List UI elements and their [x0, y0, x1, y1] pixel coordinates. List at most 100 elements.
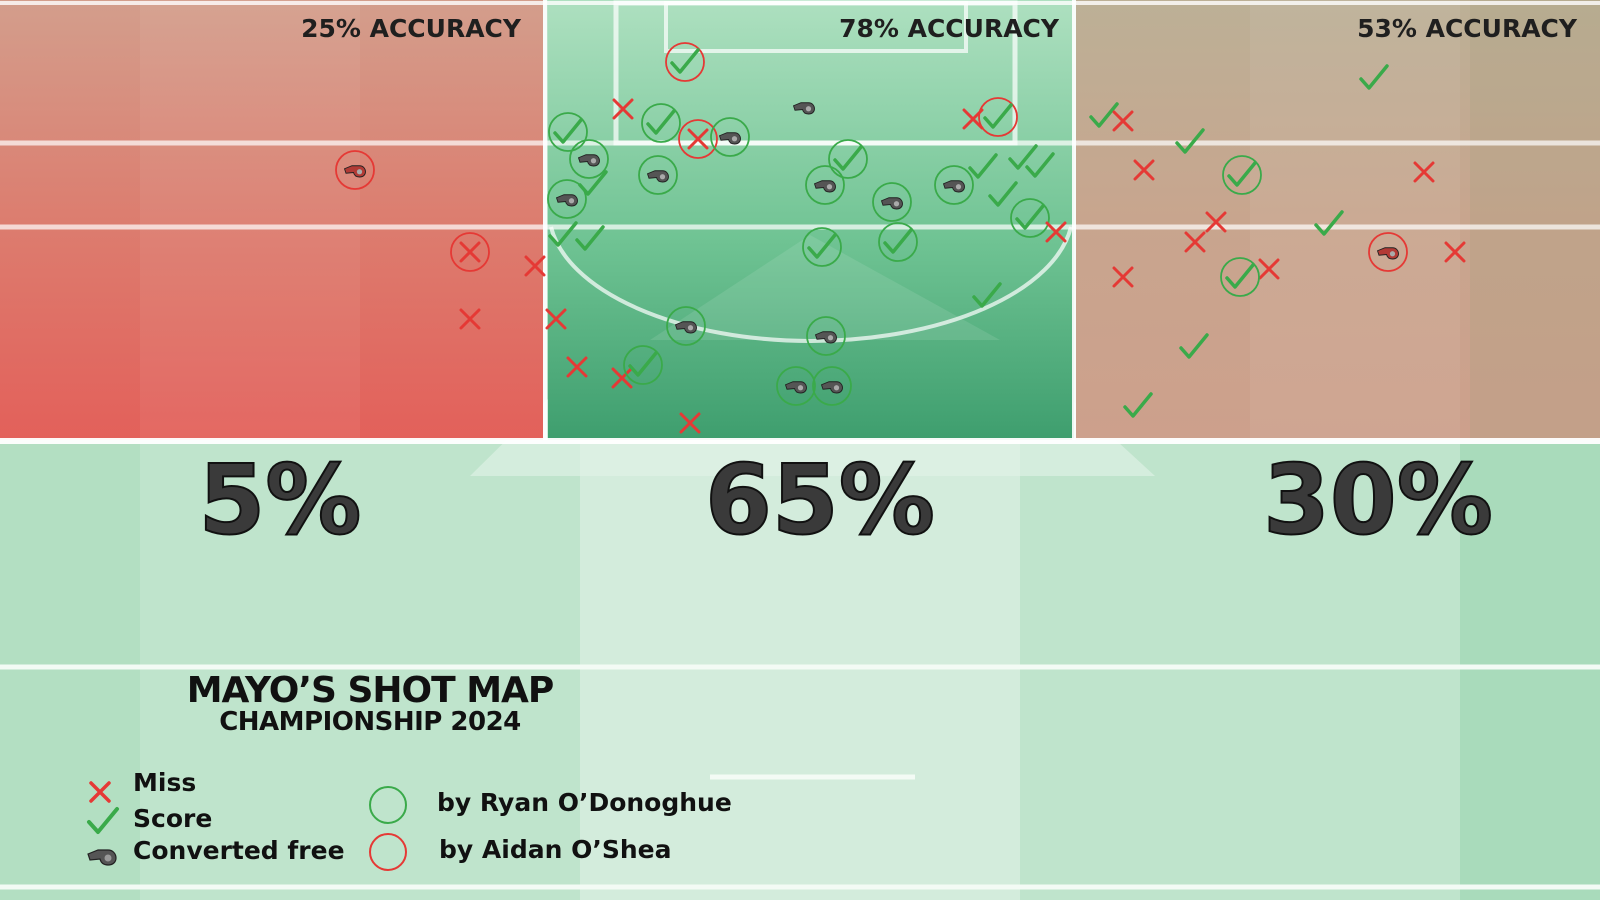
- shot-score: [1123, 392, 1153, 418]
- check-icon: [1314, 210, 1344, 236]
- shot-score: [1359, 64, 1389, 90]
- whistle-icon: [880, 197, 903, 210]
- green-ring-icon: [1222, 155, 1262, 195]
- red-ring-icon: [1368, 232, 1408, 272]
- shot-score-ryan: [878, 222, 918, 262]
- green-ring-icon: [805, 165, 845, 205]
- cross-icon: [1112, 266, 1134, 288]
- check-icon: [968, 153, 998, 179]
- cross-icon: [687, 128, 709, 150]
- cross-icon: [1258, 258, 1280, 280]
- cross-icon: [89, 781, 111, 803]
- shot-free-ryan: [638, 155, 678, 195]
- cross-icon: [1184, 231, 1206, 253]
- whistle-icon: [813, 180, 836, 193]
- red-ring-icon: [678, 119, 718, 159]
- green-ring-icon: [641, 103, 681, 143]
- shot-score: [972, 282, 1002, 308]
- check-icon: [883, 228, 913, 254]
- cross-icon: [611, 367, 633, 389]
- check-icon: [575, 225, 605, 251]
- shot-miss: [459, 308, 481, 330]
- check-icon: [553, 118, 583, 144]
- shot-score-ryan: [828, 139, 868, 179]
- whistle-icon: [792, 102, 815, 115]
- shot-free-aidan: [335, 150, 375, 190]
- green-ring-icon: [878, 222, 918, 262]
- accuracy-label-center: 78% ACCURACY: [839, 14, 1060, 43]
- green-ring-icon: [812, 366, 852, 406]
- cross-icon: [612, 98, 634, 120]
- shot-miss: [545, 308, 567, 330]
- shot-miss: [1112, 110, 1134, 132]
- shot-score-ryan: [1222, 155, 1262, 195]
- check-icon: [1089, 102, 1119, 128]
- green-ring-icon: [666, 306, 706, 346]
- green-ring-icon: [547, 179, 587, 219]
- whistle-icon: [555, 194, 578, 207]
- shot-free-ryan: [872, 182, 912, 222]
- shot-score-ryan: [1010, 198, 1050, 238]
- share-label-right: 30%: [1263, 444, 1493, 556]
- shot-free-ryan: [805, 165, 845, 205]
- cross-icon: [1444, 241, 1466, 263]
- shot-miss: [1444, 241, 1466, 263]
- check-icon: [1015, 204, 1045, 230]
- whistle-icon: [87, 849, 117, 866]
- legend-score: Score: [133, 804, 213, 833]
- shot-score: [548, 221, 578, 247]
- chart-subtitle: CHAMPIONSHIP 2024: [219, 707, 521, 737]
- green-ring-icon: [828, 139, 868, 179]
- shot-free-ryan: [934, 165, 974, 205]
- red-ring-icon: [450, 232, 490, 272]
- whistle-icon: [820, 381, 843, 394]
- shot-score-ryan: [802, 227, 842, 267]
- shot-miss: [612, 98, 634, 120]
- legend-aidan: by Aidan O’Shea: [439, 835, 672, 864]
- shot-miss: [1413, 161, 1435, 183]
- shot-free: [792, 102, 815, 115]
- shot-score: [575, 225, 605, 251]
- cross-icon: [459, 241, 481, 263]
- check-icon: [1025, 152, 1055, 178]
- red-ring-icon: [335, 150, 375, 190]
- cross-icon: [1045, 221, 1067, 243]
- zone-left: [0, 0, 543, 440]
- legend-miss: Miss: [133, 768, 197, 797]
- green-ring-icon: [548, 112, 588, 152]
- check-icon: [628, 351, 658, 377]
- cross-icon: [566, 356, 588, 378]
- shot-free-ryan: [666, 306, 706, 346]
- cross-icon: [679, 412, 701, 434]
- green-ring-icon: [623, 345, 663, 385]
- check-icon: [1179, 333, 1209, 359]
- cross-icon: [459, 308, 481, 330]
- check-icon: [988, 181, 1018, 207]
- green-ring-icon: [1220, 257, 1260, 297]
- cross-icon: [545, 308, 567, 330]
- shot-score: [988, 181, 1018, 207]
- green-ring-icon: [369, 786, 407, 824]
- whistle-icon: [718, 132, 741, 145]
- whistle-icon: [646, 170, 669, 183]
- shot-miss: [1258, 258, 1280, 280]
- check-icon: [1008, 144, 1038, 170]
- check-icon: [983, 103, 1013, 129]
- shot-miss: [679, 412, 701, 434]
- check-icon: [1359, 64, 1389, 90]
- share-label-left: 5%: [199, 444, 362, 556]
- whistle-icon: [1376, 247, 1399, 260]
- share-label-center: 65%: [705, 444, 935, 556]
- shot-miss-aidan: [450, 232, 490, 272]
- check-icon: [833, 145, 863, 171]
- legend-converted-free: Converted free: [133, 836, 345, 865]
- cross-icon: [524, 255, 546, 277]
- shot-score-aidan: [665, 42, 705, 82]
- red-ring-icon: [665, 42, 705, 82]
- shot-score: [1175, 128, 1205, 154]
- shot-score: [1025, 152, 1055, 178]
- cross-icon: [1133, 159, 1155, 181]
- check-icon: [670, 48, 700, 74]
- shot-free-ryan: [776, 366, 816, 406]
